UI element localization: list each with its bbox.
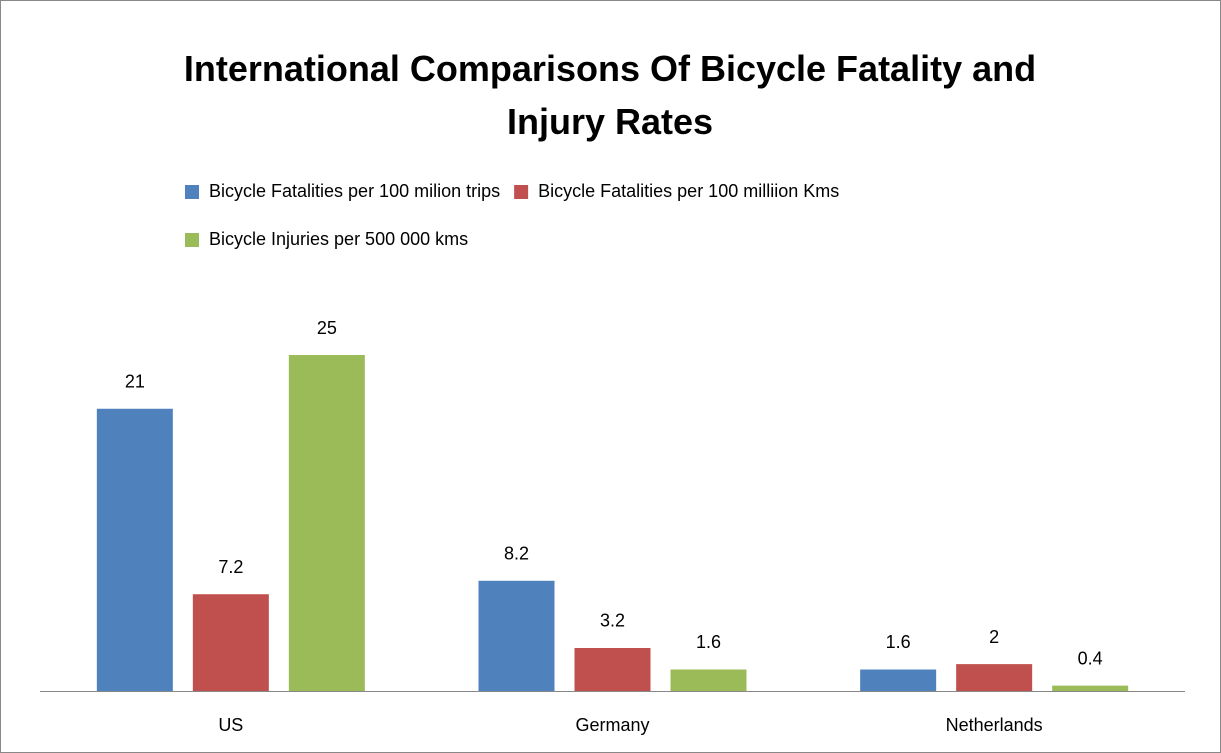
data-label: 8.2 [504,544,529,564]
legend-swatch [185,185,199,199]
bar [96,408,173,691]
data-label: 2 [989,627,999,647]
bar [956,664,1033,691]
data-label: 21 [125,372,145,392]
legend-label: Bicycle Fatalities per 100 milion trips [209,181,500,201]
x-tick-label: Netherlands [946,715,1043,735]
bar [288,355,365,691]
data-label: 1.6 [886,632,911,652]
bar [478,580,555,691]
data-label: 7.2 [218,557,243,577]
legend-swatch [514,185,529,199]
chart-title: International Comparisons Of Bicycle Fat… [183,48,1037,142]
bar [574,647,651,691]
legend-label: Bicycle Fatalities per 100 milliion Kms [538,181,839,201]
bar [192,594,269,691]
bar [860,669,937,691]
legend-swatch [185,233,199,247]
data-label: 3.2 [600,611,625,631]
data-label: 0.4 [1078,648,1103,668]
data-label: 1.6 [696,632,721,652]
legend-label: Bicycle Injuries per 500 000 kms [209,229,468,249]
data-label: 25 [317,318,337,338]
x-tick-label: US [218,715,243,735]
bar [670,669,747,691]
x-tick-label: Germany [575,715,649,735]
bar [1052,685,1129,691]
